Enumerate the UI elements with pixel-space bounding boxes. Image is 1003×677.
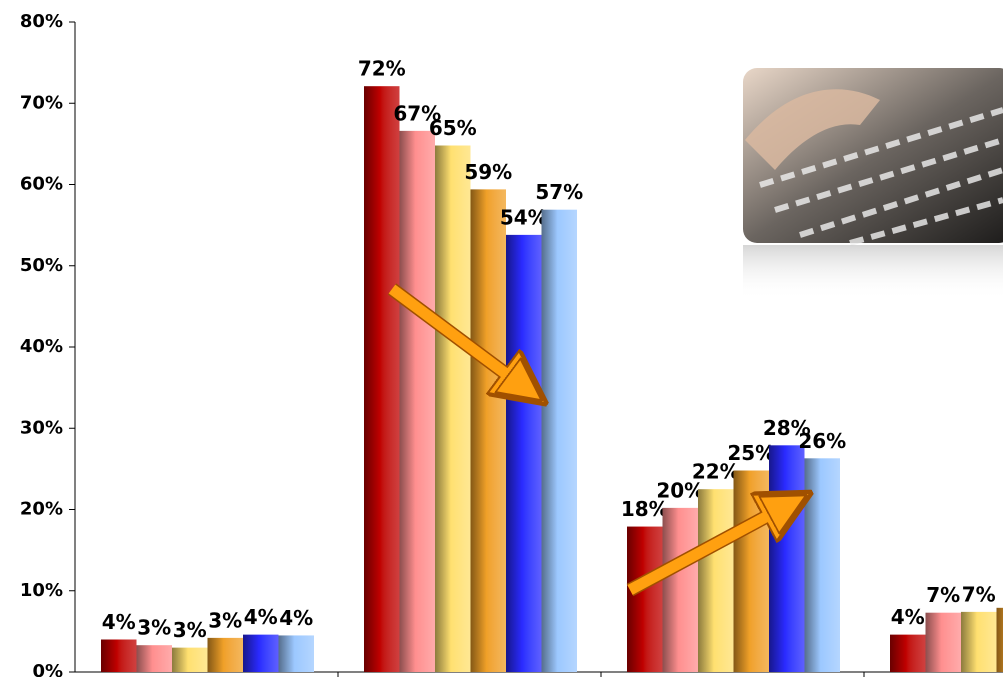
value-label: 54% [500, 205, 548, 229]
bar [890, 634, 926, 672]
bar [662, 507, 698, 672]
bar [136, 645, 172, 672]
bar [470, 189, 506, 672]
bar [207, 637, 243, 672]
value-label: 4% [102, 610, 136, 634]
value-label: 3% [173, 618, 207, 642]
y-tick-label: 30% [20, 417, 63, 438]
value-label: 4% [244, 605, 278, 629]
y-tick-label: 50% [20, 255, 63, 276]
y-tick-label: 40% [20, 336, 63, 357]
value-label: 18% [621, 497, 669, 521]
value-label: 3% [137, 616, 171, 640]
value-label: 25% [727, 441, 775, 465]
bar [172, 647, 208, 672]
value-label: 65% [429, 116, 477, 140]
value-label: 57% [535, 180, 583, 204]
bar [961, 611, 997, 672]
bar [278, 635, 314, 672]
trend-arrows [387, 283, 788, 597]
value-label: 26% [798, 429, 846, 453]
value-label: 4% [891, 605, 925, 629]
bar [399, 130, 435, 672]
bar [101, 639, 137, 672]
y-tick-label: 80% [20, 11, 63, 32]
bar [733, 470, 769, 672]
value-label: 22% [692, 460, 740, 484]
value-label: 4% [279, 606, 313, 630]
keyboard-photo [743, 68, 1003, 300]
y-tick-label: 10% [20, 580, 63, 601]
bar [506, 234, 542, 672]
value-label: 67% [393, 101, 441, 125]
value-label: 7% [926, 583, 960, 607]
value-label: 59% [464, 160, 512, 184]
bar [627, 526, 663, 672]
y-tick-label: 20% [20, 499, 63, 520]
value-label: 72% [358, 57, 406, 81]
y-tick-label: 60% [20, 174, 63, 195]
bar [698, 489, 734, 672]
bar [996, 607, 1003, 672]
value-label: 7% [962, 582, 996, 606]
bar [541, 209, 577, 672]
bar [804, 458, 840, 672]
y-tick-label: 70% [20, 92, 63, 113]
value-label: 3% [208, 608, 242, 632]
bar [925, 612, 961, 672]
value-label: 20% [656, 478, 704, 502]
bar [769, 445, 805, 672]
bar [435, 145, 471, 672]
bar [243, 634, 279, 672]
y-tick-label: 0% [32, 661, 63, 677]
bar [364, 86, 400, 672]
value-label: 28% [763, 416, 811, 440]
